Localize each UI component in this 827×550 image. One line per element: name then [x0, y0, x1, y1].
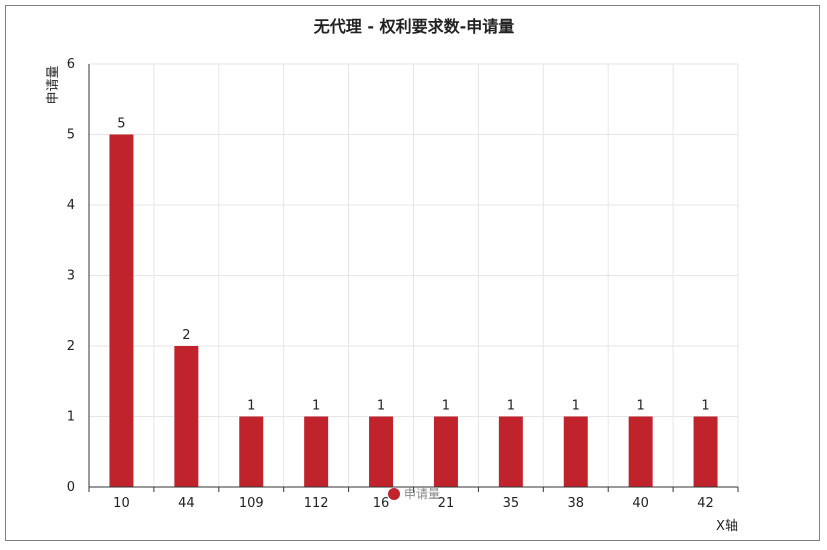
x-tick-label: 112	[304, 496, 329, 511]
legend[interactable]: 申请量	[388, 487, 440, 501]
data-label: 1	[572, 399, 580, 414]
y-tick-label: 3	[67, 269, 75, 284]
data-label: 1	[247, 399, 255, 414]
x-tick-label: 38	[567, 496, 584, 511]
data-label: 1	[637, 399, 645, 414]
bar	[628, 416, 653, 487]
y-tick-label: 2	[67, 339, 75, 354]
bar	[239, 416, 264, 487]
x-tick-label: 35	[503, 496, 520, 511]
x-tick-label: 44	[178, 496, 195, 511]
chart-frame	[5, 5, 820, 541]
bar	[304, 416, 329, 487]
x-axis-label: X轴	[716, 519, 738, 534]
x-tick-label: 21	[438, 496, 455, 511]
y-tick-label: 1	[67, 410, 75, 425]
bar	[174, 346, 199, 487]
data-label: 1	[377, 399, 385, 414]
data-label: 1	[312, 399, 320, 414]
y-tick-label: 0	[67, 480, 75, 495]
bar	[563, 416, 588, 487]
data-label: 2	[182, 328, 190, 343]
data-label: 1	[507, 399, 515, 414]
y-tick-label: 5	[67, 128, 75, 143]
bar	[433, 416, 458, 487]
bar	[369, 416, 394, 487]
x-tick-label: 16	[373, 496, 390, 511]
x-tick-label: 40	[632, 496, 649, 511]
data-label: 1	[701, 399, 709, 414]
y-tick-label: 4	[67, 198, 75, 213]
y-axis-label: 申请量	[46, 65, 61, 104]
bar	[498, 416, 523, 487]
bars: 5 2 1 1 1 1 1 1 1 1	[109, 117, 718, 487]
y-tick-label: 6	[67, 57, 75, 72]
bar	[693, 416, 718, 487]
x-tick-label: 42	[697, 496, 714, 511]
data-label: 1	[442, 399, 450, 414]
legend-label: 申请量	[404, 487, 440, 501]
legend-marker-icon	[388, 488, 400, 500]
chart-title: 无代理 - 权利要求数-申请量	[313, 17, 514, 36]
x-tick-label: 10	[113, 496, 130, 511]
x-tick-label: 109	[239, 496, 264, 511]
data-label: 5	[117, 117, 125, 132]
bar	[109, 134, 134, 487]
